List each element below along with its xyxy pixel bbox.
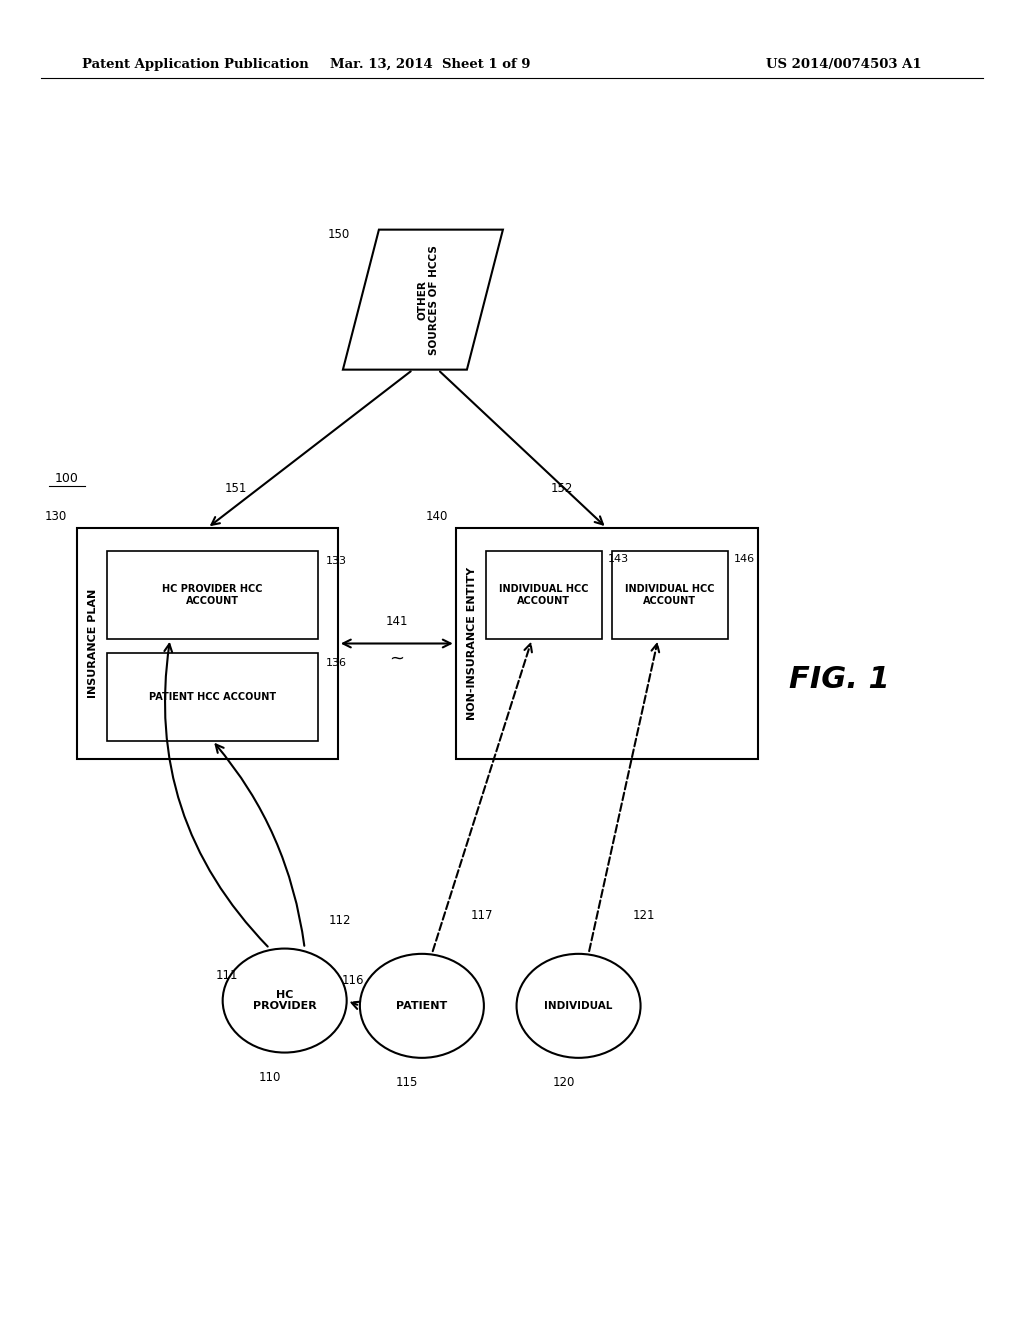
Text: Mar. 13, 2014  Sheet 1 of 9: Mar. 13, 2014 Sheet 1 of 9 [330,58,530,71]
Text: Patent Application Publication: Patent Application Publication [82,58,308,71]
FancyBboxPatch shape [106,552,317,639]
Text: 120: 120 [552,1076,574,1089]
Text: PATIENT: PATIENT [396,1001,447,1011]
Text: PATIENT HCC ACCOUNT: PATIENT HCC ACCOUNT [148,692,275,702]
Text: INDIVIDUAL HCC
ACCOUNT: INDIVIDUAL HCC ACCOUNT [625,585,715,606]
Text: 117: 117 [471,909,494,923]
Text: HC PROVIDER HCC
ACCOUNT: HC PROVIDER HCC ACCOUNT [162,585,262,606]
FancyBboxPatch shape [77,528,338,759]
FancyBboxPatch shape [456,528,758,759]
Text: ~: ~ [389,649,404,668]
Text: 112: 112 [329,913,351,927]
Text: 152: 152 [551,482,572,495]
Text: INDIVIDUAL HCC
ACCOUNT: INDIVIDUAL HCC ACCOUNT [499,585,589,606]
Text: 133: 133 [326,556,347,566]
Text: 151: 151 [224,482,247,495]
FancyBboxPatch shape [106,653,317,741]
Text: OTHER
SOURCES OF HCCS: OTHER SOURCES OF HCCS [417,244,438,355]
Text: US 2014/0074503 A1: US 2014/0074503 A1 [766,58,922,71]
Text: 146: 146 [734,554,755,564]
Text: 100: 100 [55,471,79,484]
Text: FIG. 1: FIG. 1 [790,665,890,694]
Text: INSURANCE PLAN: INSURANCE PLAN [88,589,98,698]
Text: 130: 130 [45,510,67,523]
FancyBboxPatch shape [611,552,728,639]
Text: 141: 141 [386,615,408,628]
Text: 121: 121 [632,909,654,923]
FancyBboxPatch shape [485,552,602,639]
Text: NON-INSURANCE ENTITY: NON-INSURANCE ENTITY [467,566,477,721]
Text: 115: 115 [395,1076,418,1089]
Text: 150: 150 [328,228,350,242]
Text: HC
PROVIDER: HC PROVIDER [253,990,316,1011]
Text: 143: 143 [607,554,629,564]
Text: 136: 136 [326,657,347,668]
Text: 110: 110 [258,1071,281,1084]
Text: 116: 116 [342,974,365,987]
Text: 111: 111 [215,969,238,982]
Text: INDIVIDUAL: INDIVIDUAL [545,1001,612,1011]
Text: 140: 140 [425,510,447,523]
